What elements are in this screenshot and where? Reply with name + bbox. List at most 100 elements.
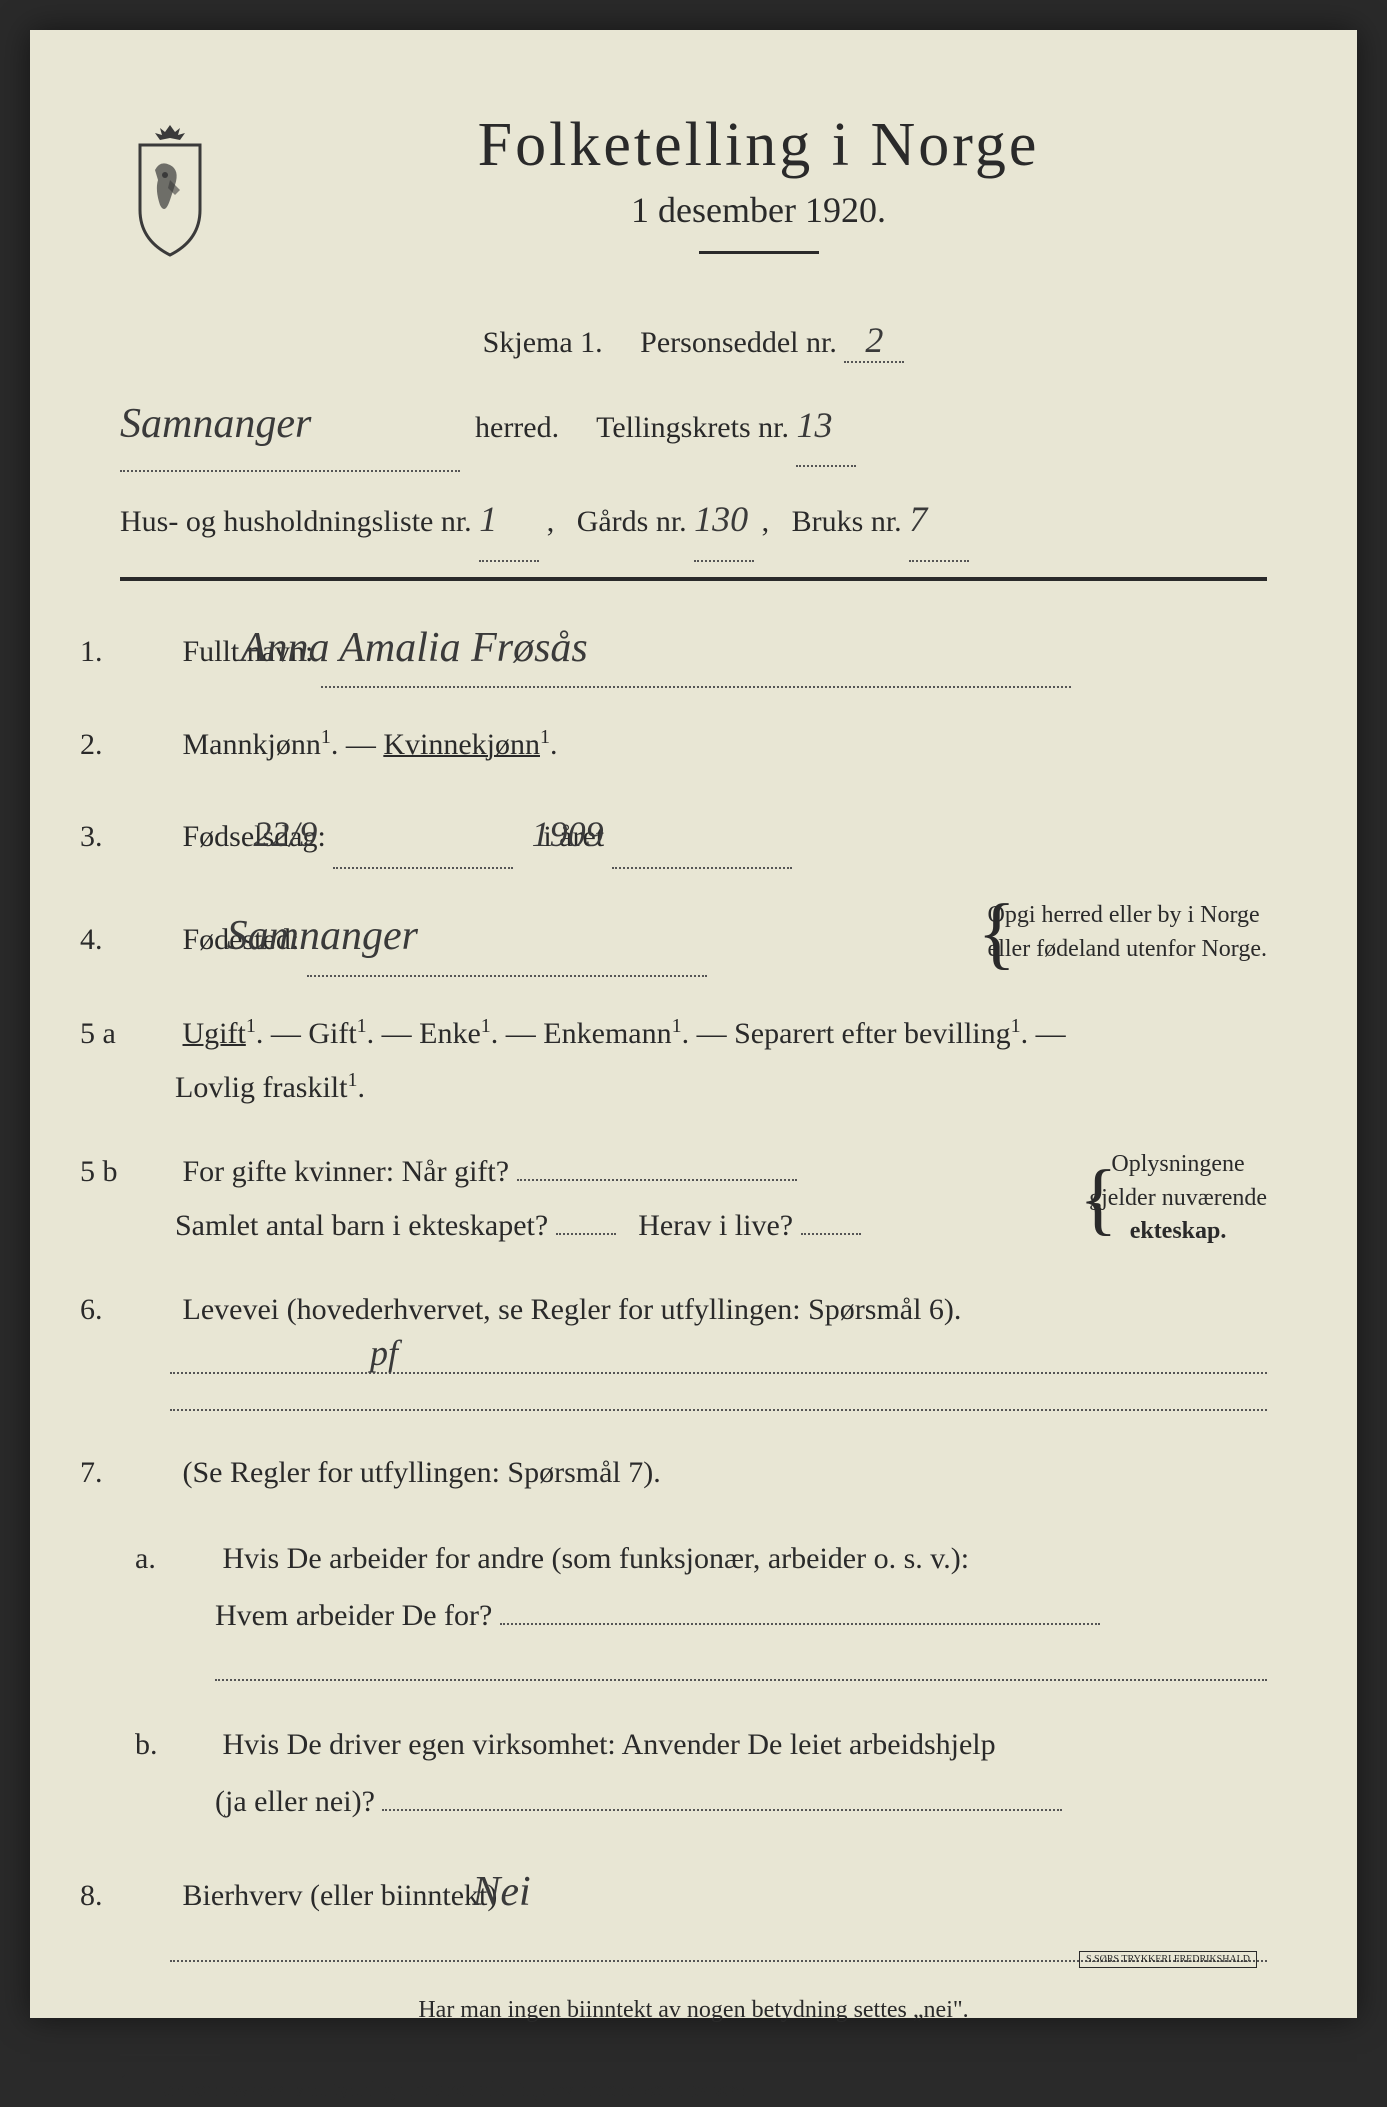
footnote-text: Her kan svares ved tydelig understreknin… [147, 2076, 752, 2101]
question-7a: a. Hvis De arbeider for andre (som funks… [120, 1530, 1267, 1644]
q6-field: pf [170, 1372, 1267, 1374]
q5b-note-line1: Oplysningene [1129, 1148, 1267, 1182]
q5b-field1 [517, 1179, 797, 1181]
q8-value: Nei [512, 1855, 530, 1931]
q7a-label: a. [175, 1530, 215, 1587]
document-header: Folketelling i Norge 1 desember 1920. [120, 110, 1267, 284]
q4-brace-group: { Opgi herred eller by i Norge eller fød… [1008, 899, 1267, 966]
question-2: 2. Mannkjønn1. — Kvinnekjønn1. [120, 718, 1267, 772]
q1-field: Anna Amalia Frøsås [321, 611, 1071, 689]
q5b-num: 5 b [120, 1145, 175, 1199]
q1-num: 1. [120, 625, 175, 679]
q6-field-2 [170, 1409, 1267, 1411]
husliste-line: Hus- og husholdningsliste nr. 1 , Gårds … [120, 480, 1267, 561]
bruks-label: Bruks nr. [792, 505, 902, 538]
herred-line: Samnanger herred. Tellingskrets nr. 13 [120, 378, 1267, 472]
herred-value: Samnanger [120, 378, 311, 470]
footnote-divider [120, 2054, 220, 2056]
q7a-line2: Hvem arbeider De for? [215, 1599, 492, 1632]
q2-num: 2. [120, 718, 175, 772]
husliste-label: Hus- og husholdningsliste nr. [120, 505, 472, 538]
q5a-gift: Gift [308, 1017, 356, 1050]
q7b-label: b. [175, 1716, 215, 1773]
tellingskrets-field: 13 [796, 386, 856, 467]
q4-num: 4. [120, 913, 175, 967]
coat-of-arms-icon [120, 120, 220, 260]
crest-svg [120, 120, 220, 260]
q7b-line2: (ja eller nei)? [215, 1785, 375, 1818]
bruks-value: 7 [909, 480, 927, 559]
q5a-enkemann: Enkemann [543, 1017, 671, 1050]
question-7b: b. Hvis De driver egen virksomhet: Anven… [120, 1716, 1267, 1830]
q7b-line1: Hvis De driver egen virksomhet: Anvender… [223, 1728, 996, 1761]
tellingskrets-label: Tellingskrets nr. [596, 411, 789, 444]
q2-kvinne: Kvinnekjønn [383, 728, 540, 761]
question-7: 7. (Se Regler for utfyllingen: Spørsmål … [120, 1446, 1267, 1500]
q3-day-value: 22/9 [293, 802, 317, 867]
q4-main: 4. Fødested: Samnanger [160, 899, 988, 977]
q5b-side-note: Oplysningene gjelder nuværende ekteskap. [1129, 1148, 1267, 1249]
skjema-line: Skjema 1. Personseddel nr. 2 [120, 319, 1267, 363]
q7a-line1: Hvis De arbeider for andre (som funksjon… [223, 1542, 970, 1575]
q2-dash: — [346, 728, 384, 761]
question-3: 3. Fødselsdag: 22/9 i året 1909 [120, 802, 1267, 869]
q3-num: 3. [120, 810, 175, 864]
q5a-num: 5 a [120, 1007, 175, 1061]
q5b-field2 [556, 1233, 616, 1235]
footnote-marker: 1 [120, 2071, 130, 2093]
q6-label: Levevei (hovederhvervet, se Regler for u… [183, 1293, 962, 1326]
q7b-field [382, 1809, 1062, 1811]
personseddel-value: 2 [865, 319, 883, 361]
subtitle: 1 desember 1920. [250, 189, 1267, 231]
q2-mann: Mannkjønn [183, 728, 321, 761]
q8-num: 8. [120, 1869, 175, 1923]
q5b-brace-group: { Oplysningene gjelder nuværende ekteska… [1109, 1148, 1267, 1249]
q8-label: Bierhverv (eller biinntekt) [183, 1879, 498, 1912]
q5a-ugift: Ugift [183, 1017, 246, 1050]
q3-year-field: 1909 [612, 802, 792, 869]
question-4: 4. Fødested: Samnanger { Opgi herred ell… [120, 899, 1267, 977]
q5a-enke: Enke [419, 1017, 481, 1050]
q3-day-field: 22/9 [333, 802, 513, 869]
q5b-main: 5 b For gifte kvinner: Når gift? Samlet … [160, 1145, 1089, 1253]
bottom-note: Har man ingen biinntekt av nogen betydni… [120, 1997, 1267, 2024]
husliste-value: 1 [479, 480, 497, 559]
herred-label: herred. [475, 411, 559, 444]
q5b-note-line3: ekteskap. [1129, 1215, 1267, 1249]
q7-label: (Se Regler for utfyllingen: Spørsmål 7). [183, 1456, 661, 1489]
skjema-label: Skjema 1. [483, 326, 603, 359]
bruks-field: 7 [909, 480, 969, 561]
q5b-line1: For gifte kvinner: Når gift? [183, 1155, 510, 1188]
question-8: 8. Bierhverv (eller biinntekt) Nei [120, 1855, 1267, 1931]
question-6: 6. Levevei (hovederhvervet, se Regler fo… [120, 1283, 1267, 1337]
herred-field: Samnanger [120, 378, 460, 472]
q5b-line2a: Samlet antal barn i ekteskapet? [160, 1209, 548, 1242]
q7a-field-2 [215, 1679, 1267, 1681]
q7-num: 7. [120, 1446, 175, 1500]
q4-field: Samnanger [307, 899, 707, 977]
husliste-field: 1 [479, 480, 539, 561]
gards-value: 130 [694, 480, 748, 559]
personseddel-field: 2 [844, 319, 904, 363]
q5b-field3 [801, 1233, 861, 1235]
title-block: Folketelling i Norge 1 desember 1920. [250, 110, 1267, 284]
q4-note-line1: Opgi herred eller by i Norge [1028, 899, 1267, 933]
question-5a: 5 a Ugift1. — Gift1. — Enke1. — Enkemann… [120, 1007, 1267, 1115]
header-separator [120, 577, 1267, 581]
q1-value: Anna Amalia Frøsås [281, 611, 588, 687]
question-5b: 5 b For gifte kvinner: Når gift? Samlet … [120, 1145, 1267, 1253]
q5a-fraskilt: Lovlig fraskilt [160, 1071, 347, 1104]
q5a-separert: Separert efter bevilling [734, 1017, 1011, 1050]
personseddel-label: Personseddel nr. [640, 326, 837, 359]
q4-side-note: Opgi herred eller by i Norge eller fødel… [1028, 899, 1267, 966]
census-document: Folketelling i Norge 1 desember 1920. Sk… [30, 30, 1357, 2018]
q5b-line2b: Herav i live? [638, 1209, 793, 1242]
q6-value: pf [370, 1332, 398, 1374]
q4-note-line2: eller fødeland utenfor Norge. [1028, 933, 1267, 967]
q4-value: Samnanger [267, 899, 418, 975]
q7a-field [500, 1623, 1100, 1625]
gards-field: 130 [694, 480, 754, 561]
tellingskrets-value: 13 [796, 386, 832, 465]
question-1: 1. Fullt navn: Anna Amalia Frøsås [120, 611, 1267, 689]
title-divider [699, 251, 819, 254]
